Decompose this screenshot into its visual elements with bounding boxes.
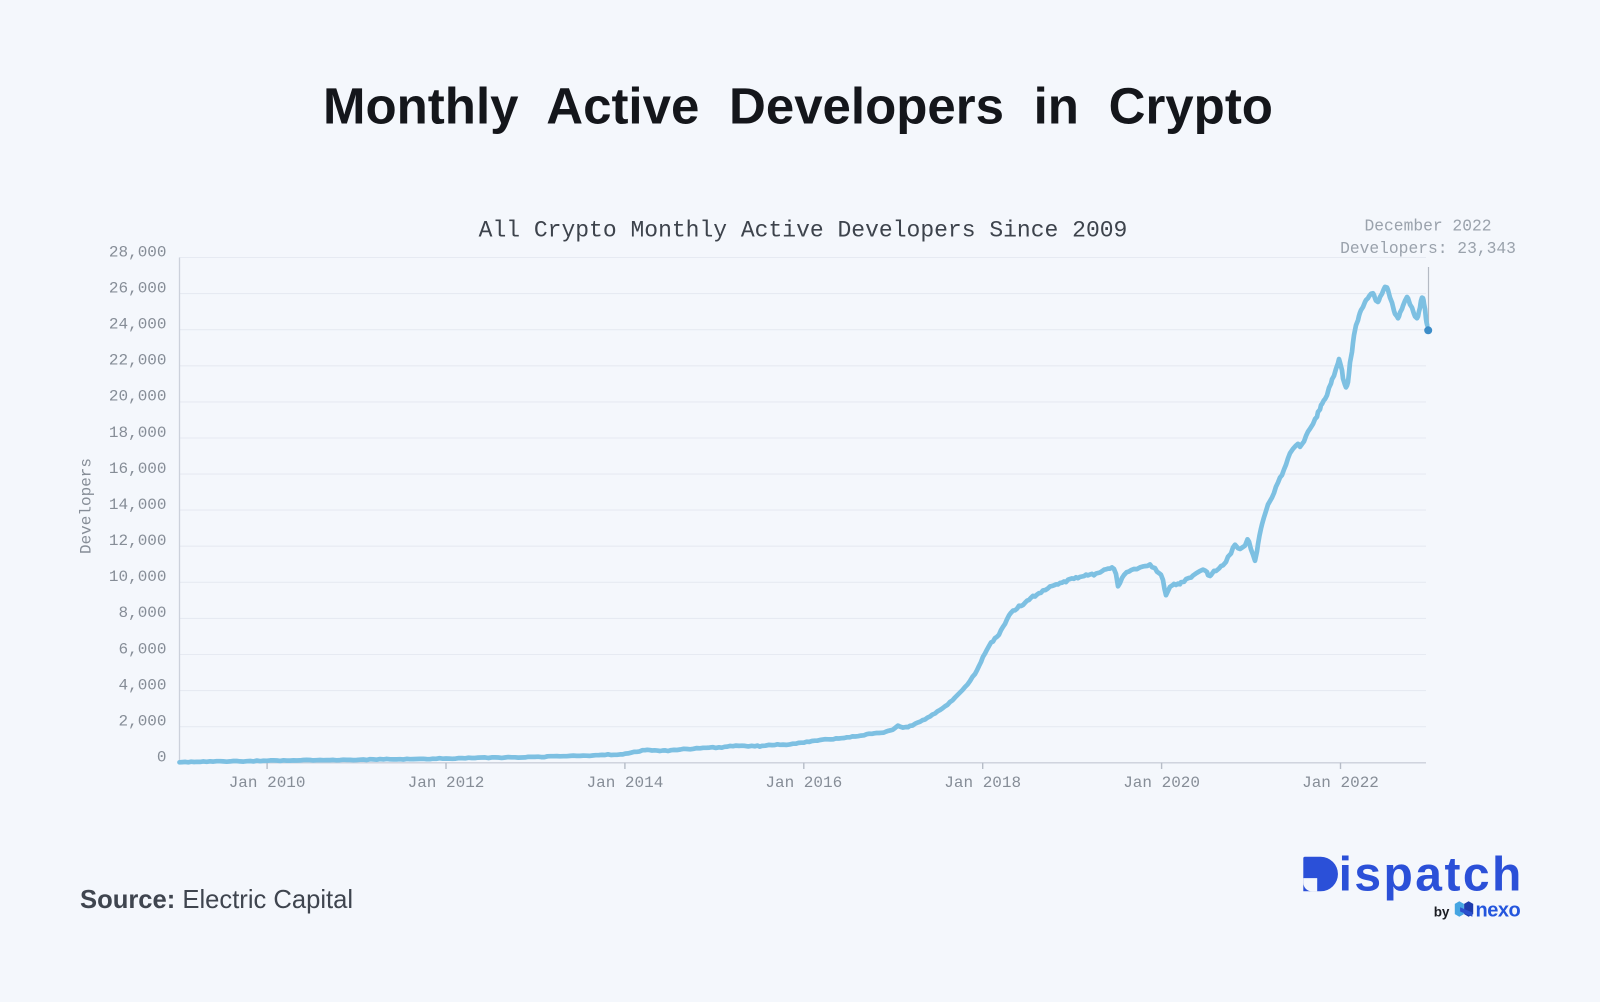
svg-text:Jan 2012: Jan 2012 <box>408 774 485 792</box>
svg-text:10,000: 10,000 <box>109 568 167 586</box>
svg-text:22,000: 22,000 <box>109 352 167 370</box>
svg-text:26,000: 26,000 <box>109 279 167 297</box>
svg-text:December 2022: December 2022 <box>1364 217 1491 236</box>
svg-text:6,000: 6,000 <box>118 640 166 658</box>
svg-text:ispatch: ispatch <box>1339 848 1524 901</box>
svg-text:All Crypto Monthly Active Deve: All Crypto Monthly Active Developers Sin… <box>479 218 1128 244</box>
svg-text:Developers: 23,343: Developers: 23,343 <box>1340 239 1516 258</box>
svg-text:28,000: 28,000 <box>109 243 167 261</box>
svg-text:18,000: 18,000 <box>109 424 167 442</box>
svg-text:Jan 2018: Jan 2018 <box>944 774 1021 792</box>
svg-text:Jan 2022: Jan 2022 <box>1302 774 1379 792</box>
svg-text:20,000: 20,000 <box>109 388 167 406</box>
svg-text:Jan 2010: Jan 2010 <box>229 774 306 792</box>
svg-text:nexo: nexo <box>1476 899 1521 921</box>
svg-text:14,000: 14,000 <box>109 496 167 514</box>
svg-text:Source: Electric Capital: Source: Electric Capital <box>80 886 353 914</box>
svg-text:16,000: 16,000 <box>109 460 167 478</box>
svg-text:Monthly Active Developers in C: Monthly Active Developers in Crypto <box>323 77 1273 134</box>
svg-text:4,000: 4,000 <box>118 676 166 694</box>
svg-text:8,000: 8,000 <box>118 604 166 622</box>
svg-text:Jan 2014: Jan 2014 <box>586 774 663 792</box>
svg-text:12,000: 12,000 <box>109 532 167 550</box>
svg-text:by: by <box>1434 904 1450 919</box>
svg-text:Jan 2016: Jan 2016 <box>765 774 842 792</box>
svg-text:24,000: 24,000 <box>109 316 167 334</box>
svg-text:Developers: Developers <box>78 458 96 554</box>
svg-text:0: 0 <box>157 749 167 767</box>
svg-text:2,000: 2,000 <box>118 713 166 731</box>
svg-text:Jan 2020: Jan 2020 <box>1123 774 1200 792</box>
